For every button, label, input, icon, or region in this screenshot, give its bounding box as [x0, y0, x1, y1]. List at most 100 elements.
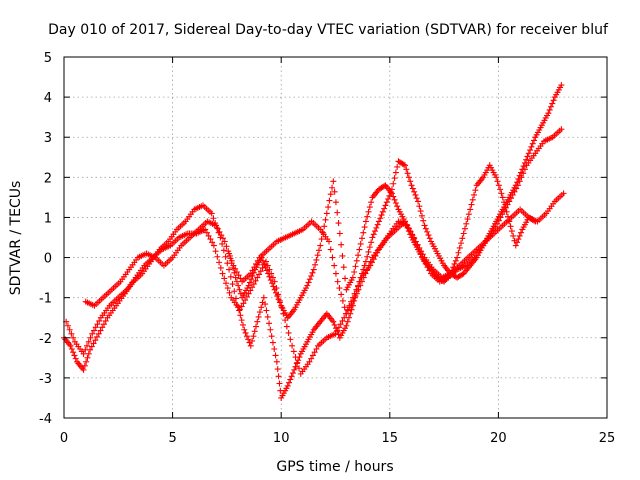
data-point	[365, 262, 372, 269]
data-point	[404, 170, 411, 177]
data-point	[525, 150, 532, 157]
data-point	[327, 191, 334, 198]
data-point	[245, 282, 252, 289]
data-point	[246, 279, 253, 286]
data-point	[233, 268, 240, 275]
data-point	[226, 266, 233, 273]
data-point	[254, 318, 261, 325]
data-point	[385, 195, 392, 202]
data-point	[516, 178, 523, 185]
data-point	[560, 190, 567, 197]
data-point	[391, 175, 398, 182]
x-tick-label: 10	[273, 431, 290, 446]
y-tick-label: -4	[39, 412, 52, 427]
data-point	[422, 225, 429, 232]
data-point	[448, 267, 455, 274]
data-point	[362, 270, 369, 277]
data-point	[464, 216, 471, 223]
data-point	[269, 339, 276, 346]
data-point	[235, 272, 242, 279]
data-point	[508, 228, 515, 235]
data-point	[415, 198, 422, 205]
data-point	[503, 208, 510, 215]
data-point	[90, 340, 97, 347]
data-point	[515, 236, 522, 243]
data-point	[274, 366, 281, 373]
data-point	[249, 337, 256, 344]
data-point	[70, 334, 77, 341]
data-point	[237, 275, 244, 282]
data-point	[216, 259, 223, 266]
data-point	[382, 202, 389, 209]
data-point	[325, 238, 332, 245]
data-point	[208, 210, 215, 217]
data-series	[61, 82, 565, 401]
data-point	[314, 252, 321, 259]
data-point	[267, 326, 274, 333]
data-point	[226, 289, 233, 296]
data-point	[209, 239, 216, 246]
y-tick-label: -1	[39, 292, 52, 307]
data-point	[296, 365, 303, 372]
data-point	[254, 274, 261, 281]
data-point	[394, 163, 401, 170]
data-point	[463, 220, 470, 227]
data-point	[242, 329, 249, 336]
data-point	[275, 296, 282, 303]
data-point	[224, 285, 231, 292]
chart-title: Day 010 of 2017, Sidereal Day-to-day VTE…	[48, 22, 609, 38]
data-point	[450, 264, 457, 271]
data-point	[495, 217, 502, 224]
data-point	[202, 226, 209, 233]
data-point	[360, 229, 367, 236]
data-point	[263, 307, 270, 314]
data-point	[308, 273, 315, 280]
data-point	[214, 225, 221, 232]
data-point	[509, 191, 516, 198]
data-point	[357, 282, 364, 289]
data-point	[338, 241, 345, 248]
data-point	[92, 324, 99, 331]
data-point	[71, 352, 78, 359]
data-point	[237, 312, 244, 319]
data-point	[249, 273, 256, 280]
data-point	[381, 183, 388, 190]
data-point	[245, 336, 252, 343]
y-tick-label: 5	[44, 51, 52, 66]
data-point	[247, 342, 254, 349]
data-point	[68, 346, 75, 353]
data-point	[334, 327, 341, 334]
data-point	[378, 212, 385, 219]
data-point	[253, 323, 260, 330]
data-point	[287, 376, 294, 383]
data-point	[82, 346, 89, 353]
data-point	[213, 222, 220, 229]
data-point	[546, 106, 553, 113]
data-point	[90, 327, 97, 334]
data-point	[507, 223, 514, 230]
data-point	[334, 278, 341, 285]
data-point	[373, 224, 380, 231]
data-point	[337, 321, 344, 328]
data-point	[319, 229, 326, 236]
data-point	[258, 254, 265, 261]
data-point	[495, 182, 502, 189]
data-point	[309, 352, 316, 359]
data-point	[465, 211, 472, 218]
data-point	[250, 333, 257, 340]
data-point	[517, 229, 524, 236]
data-point	[368, 199, 375, 206]
data-point	[329, 184, 336, 191]
data-point	[94, 321, 101, 328]
data-point	[267, 277, 274, 284]
data-point	[355, 252, 362, 259]
data-point	[260, 294, 267, 301]
data-point	[97, 327, 104, 334]
data-point	[405, 228, 412, 235]
data-point	[520, 163, 527, 170]
data-point	[291, 366, 298, 373]
x-tick-label: 15	[382, 431, 399, 446]
data-point	[512, 242, 519, 249]
data-point	[331, 321, 338, 328]
